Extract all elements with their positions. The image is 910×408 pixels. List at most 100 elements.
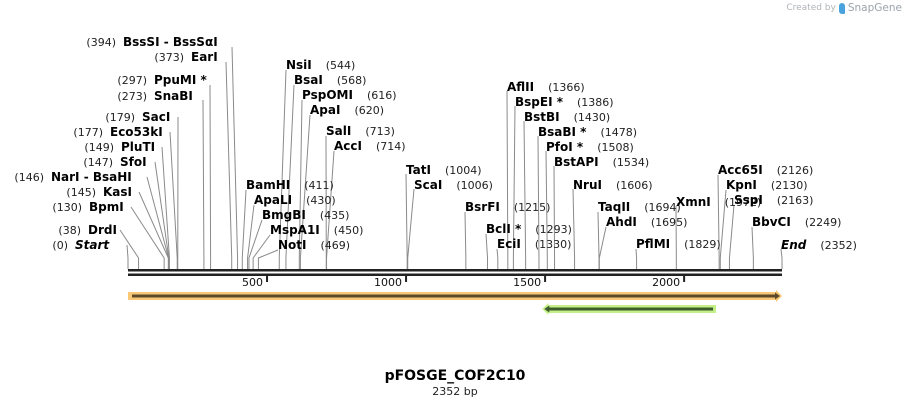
cut-site-leader (209, 84, 212, 269)
cut-site-start[interactable]: Start (0) (52, 238, 110, 252)
cut-position: (1829) (684, 238, 721, 251)
cut-site-leader (299, 114, 311, 269)
enzyme-name: BssSI - BssSαI (123, 35, 218, 49)
cut-position: (714) (376, 140, 406, 153)
enzyme-name: TaqII (598, 200, 630, 214)
cut-site-leader (161, 146, 170, 269)
enzyme-name: PspOMI (302, 88, 353, 102)
cut-site-acci[interactable]: AccI (714) (334, 139, 406, 153)
cut-site-taqii[interactable]: TaqII (1694) (598, 200, 681, 214)
cut-position: (145) (66, 186, 96, 199)
features (128, 290, 782, 315)
enzyme-name: NsiI (286, 58, 312, 72)
cut-site-leader (326, 150, 335, 269)
cut-site-leader (252, 234, 271, 269)
enzyme-name: NotI (278, 238, 307, 252)
cut-position: (411) (304, 179, 334, 192)
cut-site-pspomi[interactable]: PspOMI (616) (302, 88, 397, 102)
enzyme-name: BclI * (486, 222, 522, 236)
enzyme-name: EciI (497, 237, 521, 251)
cut-site-bamhi[interactable]: BamHI (411) (246, 178, 334, 192)
cut-site-apali[interactable]: ApaLI (430) (254, 193, 336, 207)
cut-position: (430) (306, 194, 336, 207)
cut-position: (147) (83, 156, 113, 169)
cut-site-bsrfi[interactable]: BsrFI (1215) (465, 200, 550, 214)
cut-site-nsii[interactable]: NsiI (544) (286, 58, 355, 72)
tick-label: 2000 (652, 276, 680, 289)
cut-site-apai[interactable]: ApaI (620) (310, 103, 384, 117)
cut-site-leader (464, 211, 467, 269)
cut-position: (2352) (820, 239, 857, 252)
cut-site-ppumi[interactable]: PpuMI * (297) (117, 73, 207, 87)
cut-position: (1293) (535, 223, 572, 236)
cut-site-bmgbi[interactable]: BmgBI (435) (262, 208, 349, 222)
cut-site-nari-bsahi[interactable]: NarI - BsaHI (146) (14, 170, 131, 184)
cut-position: (1695) (651, 216, 688, 229)
cut-site-bsabi[interactable]: BsaBI * (1478) (538, 125, 637, 139)
enzyme-name: BmgBI (262, 208, 306, 222)
cut-site-noti[interactable]: NotI (469) (278, 238, 350, 252)
cut-site-leader (119, 229, 140, 269)
cut-site-bsssi-bsss-i[interactable]: BssSI - BssSαI (394) (86, 35, 217, 49)
cut-position: (177) (73, 126, 103, 139)
cut-site-leader (512, 105, 516, 269)
cut-site-pfoi[interactable]: PfoI * (1508) (546, 140, 634, 154)
cut-site-acc65i[interactable]: Acc65I (2126) (718, 163, 813, 177)
cut-site-scai[interactable]: ScaI (1006) (414, 178, 493, 192)
cut-position: (1330) (535, 238, 572, 251)
tick-mark (405, 276, 408, 282)
cut-position: (450) (334, 224, 364, 237)
cut-site-bstapi[interactable]: BstAPI (1534) (554, 155, 649, 169)
enzyme-name: NruI (573, 178, 602, 192)
cut-position: (146) (14, 171, 44, 184)
cut-site-leader (598, 226, 607, 269)
cut-site-kpni[interactable]: KpnI (2130) (726, 178, 807, 192)
cut-site-leader (225, 61, 233, 269)
cut-site-ahdi[interactable]: AhdI (1695) (606, 215, 687, 229)
cut-site-leader (169, 131, 178, 269)
cut-site-bstbi[interactable]: BstBI (1430) (524, 110, 610, 124)
cut-position: (1430) (574, 111, 611, 124)
cut-site-leader (506, 90, 509, 269)
cut-site-leader (553, 165, 556, 269)
cut-site-tati[interactable]: TatI (1004) (406, 163, 482, 177)
cut-site-leader (537, 135, 540, 269)
cut-site-sspi[interactable]: SspI (2163) (734, 193, 813, 207)
cut-site-bspei[interactable]: BspEI * (1386) (515, 95, 614, 109)
cut-site-kasi[interactable]: KasI (145) (66, 185, 132, 199)
cut-site-bbvci[interactable]: BbvCI (2249) (752, 215, 841, 229)
enzyme-name: PluTI (121, 140, 155, 154)
cut-position: (373) (154, 51, 184, 64)
cut-site-snabi[interactable]: SnaBI (273) (117, 89, 193, 103)
cut-site-bpmi[interactable]: BpmI (130) (52, 200, 123, 214)
cut-position: (0) (52, 239, 68, 252)
cut-site-sfoi[interactable]: SfoI (147) (83, 155, 146, 169)
cut-site-aflii[interactable]: AflII (1366) (507, 80, 585, 94)
cut-site-pflmi[interactable]: PflMI (1829) (636, 237, 721, 251)
feature-reverse-arrow[interactable] (542, 303, 717, 315)
cut-site-bsai[interactable]: BsaI (568) (294, 73, 366, 87)
enzyme-name: ApaI (310, 103, 340, 117)
cut-site-end[interactable]: End (2352) (781, 238, 857, 252)
cut-site-bcli[interactable]: BclI * (1293) (486, 222, 572, 236)
enzyme-name: EarI (191, 50, 218, 64)
cut-site-eco53ki[interactable]: Eco53kI (177) (73, 125, 162, 139)
cut-site-saci[interactable]: SacI (179) (105, 110, 170, 124)
cut-site-xmni[interactable]: XmnI (1972) (676, 195, 761, 209)
cut-site-leader (719, 189, 727, 269)
tick-mark (266, 276, 269, 282)
cut-site-nrui[interactable]: NruI (1606) (573, 178, 653, 192)
cut-site-ecii[interactable]: EciI (1330) (497, 237, 571, 251)
cut-site-sali[interactable]: SalI (713) (326, 124, 395, 138)
cut-site-drdi[interactable]: DrdI (38) (58, 223, 117, 237)
cut-site-eari[interactable]: EarI (373) (154, 50, 217, 64)
feature-forward-arrow[interactable] (128, 290, 782, 302)
cut-site-mspa1i[interactable]: MspA1I (450) (270, 223, 363, 237)
cut-site-leader (635, 248, 638, 269)
tick-label: 500 (242, 276, 263, 289)
cut-site-pluti[interactable]: PluTI (149) (84, 140, 155, 154)
snapgene-logo-icon (838, 2, 845, 14)
credit-brand: SnapGene (847, 2, 902, 14)
enzyme-name: TatI (406, 163, 431, 177)
enzyme-name: KpnI (726, 178, 757, 192)
